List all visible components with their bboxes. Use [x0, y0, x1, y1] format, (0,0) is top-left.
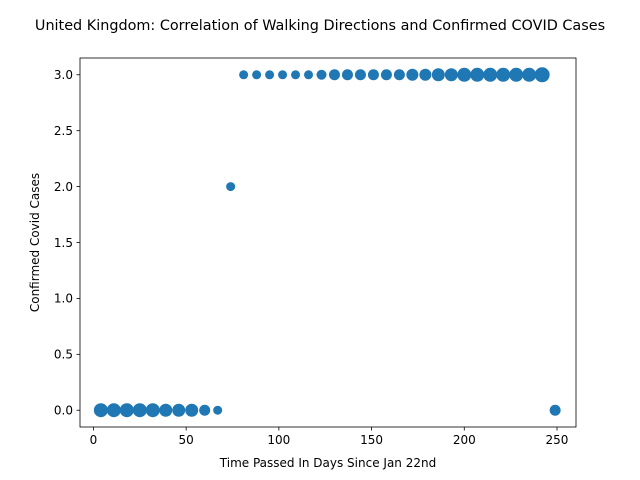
data-point: [522, 67, 537, 82]
data-point: [199, 404, 211, 416]
data-point: [328, 69, 340, 81]
data-point: [341, 69, 353, 81]
data-point: [265, 70, 275, 80]
data-point: [172, 403, 186, 417]
data-point: [509, 67, 524, 82]
y-tick-label: 1.0: [54, 292, 73, 306]
data-point: [239, 70, 249, 80]
y-tick-label: 2.5: [54, 124, 73, 138]
data-point: [457, 67, 472, 82]
data-point: [119, 403, 134, 418]
data-point: [159, 403, 173, 417]
y-tick-label: 3.0: [54, 68, 73, 82]
x-tick-label: 150: [360, 433, 383, 447]
data-point: [304, 70, 314, 80]
x-axis-label: Time Passed In Days Since Jan 22nd: [219, 456, 436, 470]
y-tick-label: 0.5: [54, 348, 73, 362]
x-tick-label: 50: [179, 433, 194, 447]
y-axis-ticks: 0.0 0.5 1.0 1.5 2.0 2.5 3.0: [54, 68, 80, 418]
data-point: [252, 70, 262, 80]
x-tick-label: 0: [90, 433, 98, 447]
y-tick-label: 0.0: [54, 404, 73, 418]
data-point: [534, 67, 550, 83]
plot-frame: [79, 57, 577, 428]
data-point: [106, 403, 121, 418]
data-point: [406, 68, 419, 81]
data-point: [145, 403, 160, 418]
x-tick-label: 200: [453, 433, 476, 447]
x-tick-label: 100: [267, 433, 290, 447]
data-point: [213, 405, 223, 415]
data-point: [380, 69, 392, 81]
data-point: [496, 67, 511, 82]
data-point: [226, 182, 236, 192]
data-point: [444, 68, 458, 82]
y-tick-label: 1.5: [54, 236, 73, 250]
data-point: [393, 69, 405, 81]
y-axis-label: Confirmed Covid Cases: [28, 173, 42, 312]
data-point: [431, 68, 445, 82]
data-point: [419, 68, 432, 81]
data-point: [354, 69, 366, 81]
data-points: [93, 67, 561, 418]
y-tick-label: 2.0: [54, 180, 73, 194]
data-point: [316, 69, 327, 80]
data-point: [549, 404, 561, 416]
x-axis-ticks: 0 50 100 150 200 250: [90, 427, 569, 447]
chart-title: United Kingdom: Correlation of Walking D…: [35, 18, 605, 34]
data-point: [483, 67, 498, 82]
data-point: [132, 403, 147, 418]
data-point: [291, 70, 301, 80]
data-point: [367, 69, 379, 81]
data-point: [278, 70, 288, 80]
data-point: [185, 403, 199, 417]
x-tick-label: 250: [546, 433, 569, 447]
data-point: [93, 403, 108, 418]
data-point: [470, 67, 485, 82]
